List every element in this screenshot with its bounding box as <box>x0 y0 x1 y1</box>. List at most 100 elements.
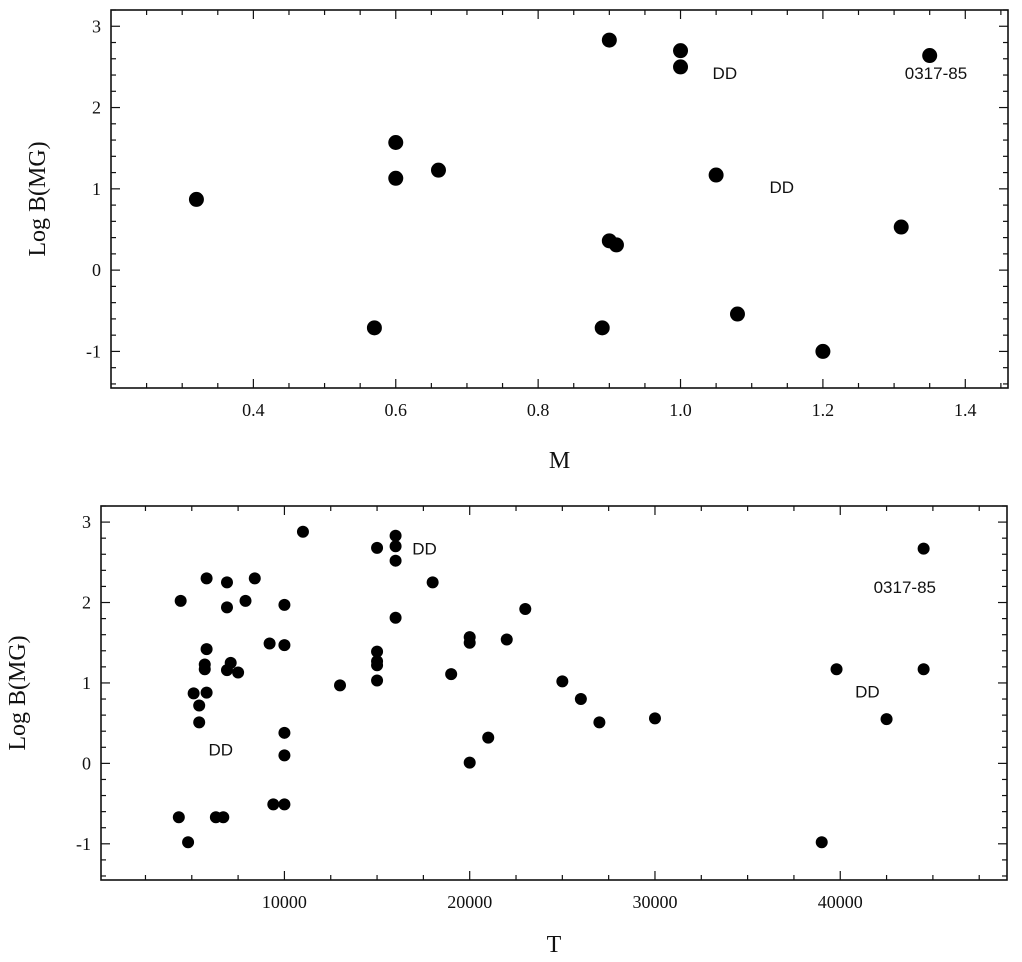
data-point <box>608 237 624 253</box>
x-axis-title: T <box>547 932 562 958</box>
panel-temperature-vs-field: 10000 20000 30000 40000 -1 0 1 2 3 T Log B(MG) DD DD… <box>5 505 1008 958</box>
data-point <box>224 656 237 669</box>
panel-mass-vs-field: 0.4 0.6 0.8 1.0 1.2 1.4 -1 0 1 2 3 M Log B(MG) DD DD 03… <box>25 9 1009 474</box>
y-axis-title: Log B(MG) <box>5 635 31 750</box>
x-tick-label: 30000 <box>632 892 677 912</box>
data-point <box>217 811 230 824</box>
data-point <box>334 679 347 692</box>
data-point <box>296 525 309 538</box>
data-point <box>463 756 476 769</box>
x-axis-title: M <box>549 448 570 474</box>
data-point <box>426 576 439 589</box>
x-tick-label: 0.8 <box>527 400 550 420</box>
data-point <box>648 712 661 725</box>
data-point <box>371 645 384 658</box>
y-tick-label: 2 <box>92 98 101 118</box>
data-point <box>729 306 745 322</box>
data-point <box>830 663 843 676</box>
plot-frame <box>100 505 1008 881</box>
data-point <box>593 716 606 729</box>
x-tick-label: 40000 <box>818 892 863 912</box>
point-annotation: DD <box>770 178 795 197</box>
data-point <box>430 162 446 178</box>
data-point <box>198 663 211 676</box>
x-tick-label: 0.4 <box>242 400 265 420</box>
data-point <box>278 798 291 811</box>
data-point <box>601 32 617 48</box>
data-point <box>673 43 689 59</box>
data-point <box>389 554 402 567</box>
y-tick-label: -1 <box>76 834 91 854</box>
x-tick-label: 20000 <box>447 892 492 912</box>
y-axis-title: Log B(MG) <box>25 141 51 256</box>
data-point <box>200 686 213 699</box>
data-point <box>371 659 384 672</box>
data-point <box>187 687 200 700</box>
y-tick-label: 3 <box>82 512 91 532</box>
x-tick-label: 1.2 <box>812 400 835 420</box>
data-point <box>500 633 513 646</box>
data-point <box>278 598 291 611</box>
data-point <box>220 601 233 614</box>
x-tick-label: 10000 <box>262 892 307 912</box>
data-point <box>200 643 213 656</box>
data-point <box>389 529 402 542</box>
point-annotation: 0317-85 <box>905 64 967 83</box>
x-tick-label: 1.4 <box>954 400 977 420</box>
data-point <box>594 320 610 336</box>
data-point <box>182 836 195 849</box>
data-point <box>463 636 476 649</box>
data-point <box>366 320 382 336</box>
x-tick-label: 1.0 <box>669 400 692 420</box>
data-point <box>574 693 587 706</box>
data-point <box>893 219 909 235</box>
data-point <box>445 668 458 681</box>
data-point <box>556 675 569 688</box>
data-point <box>174 594 187 607</box>
data-point <box>193 699 206 712</box>
data-point <box>708 167 724 183</box>
data-point <box>248 572 261 585</box>
data-point <box>880 713 893 726</box>
data-point <box>389 611 402 624</box>
data-point <box>278 639 291 652</box>
data-point <box>388 170 404 186</box>
data-point <box>263 637 276 650</box>
y-tick-label: 3 <box>92 16 101 36</box>
data-point <box>815 343 831 359</box>
data-point <box>922 48 938 64</box>
point-annotation: 0317-85 <box>874 578 936 597</box>
data-point <box>917 663 930 676</box>
y-tick-label: -1 <box>86 341 101 361</box>
y-tick-label: 1 <box>92 179 101 199</box>
data-point <box>673 59 689 75</box>
x-tick-label: 0.6 <box>385 400 408 420</box>
data-point <box>371 541 384 554</box>
data-point <box>220 576 233 589</box>
y-tick-label: 1 <box>82 673 91 693</box>
data-point <box>188 191 204 207</box>
data-point <box>239 594 252 607</box>
y-tick-label: 2 <box>82 593 91 613</box>
data-point <box>388 135 404 151</box>
y-tick-label: 0 <box>82 753 91 773</box>
data-point <box>519 602 532 615</box>
data-point <box>232 666 245 679</box>
data-point <box>267 798 280 811</box>
point-annotation: DD <box>713 64 738 83</box>
point-annotation: DD <box>208 740 233 759</box>
data-point <box>172 811 185 824</box>
plot-frame <box>110 9 1009 389</box>
data-point <box>200 572 213 585</box>
data-point <box>482 731 495 744</box>
y-tick-label: 0 <box>92 260 101 280</box>
data-point <box>917 542 930 555</box>
point-annotation: DD <box>412 539 437 558</box>
data-point <box>815 836 828 849</box>
data-point <box>371 674 384 687</box>
data-point <box>193 716 206 729</box>
data-point <box>278 726 291 739</box>
data-point <box>389 540 402 553</box>
data-point <box>278 749 291 762</box>
